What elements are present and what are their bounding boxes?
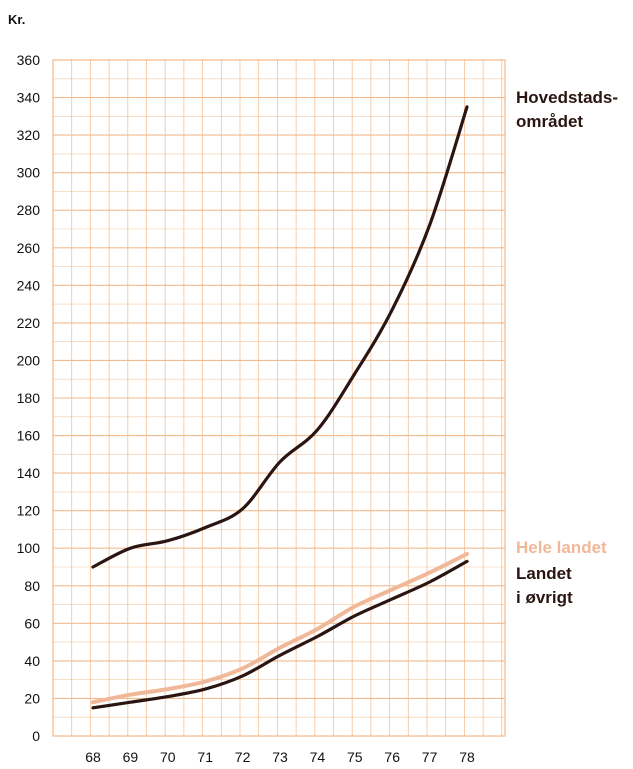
grid <box>52 59 506 737</box>
y-tick-label: 200 <box>17 352 41 368</box>
y-tick-label: 40 <box>24 653 40 669</box>
y-tick-label: 240 <box>17 277 41 293</box>
series-lines <box>91 105 469 710</box>
y-tick-label: 80 <box>24 578 40 594</box>
x-tick-label: 72 <box>235 749 251 764</box>
y-tick-label: 180 <box>17 390 41 406</box>
series-label-line: Hele landet <box>516 538 607 557</box>
series-label-line: området <box>516 112 584 131</box>
y-tick-label: 20 <box>24 690 40 706</box>
y-axis-unit-label: Kr. <box>8 12 26 27</box>
y-tick-label: 260 <box>17 240 41 256</box>
y-tick-label: 300 <box>17 165 41 181</box>
plot-frame <box>52 59 506 737</box>
y-tick-label: 280 <box>17 202 41 218</box>
series-line-hovedstadsomradet <box>91 105 469 569</box>
series-label-landet-i-ovrigt: Landet i øvrigt <box>516 562 573 610</box>
x-tick-label: 75 <box>347 749 363 764</box>
y-tick-label: 320 <box>17 127 41 143</box>
y-tick-label: 100 <box>17 540 41 556</box>
axis-ticks: 0 20 40 60 80 100 120 140 160 180 200 220 240 260 280 3… <box>17 52 475 765</box>
series-label-hovedstadsomradet: Hovedstads- området <box>516 86 618 134</box>
y-tick-label: 0 <box>32 728 40 744</box>
y-tick-label: 60 <box>24 615 40 631</box>
x-tick-label: 76 <box>384 749 400 764</box>
x-tick-label: 78 <box>459 749 475 764</box>
x-tick-label: 74 <box>310 749 326 764</box>
x-tick-label: 69 <box>123 749 139 764</box>
x-tick-label: 71 <box>197 749 213 764</box>
y-tick-label: 220 <box>17 315 41 331</box>
series-label-line: Hovedstads- <box>516 88 619 107</box>
y-tick-label: 340 <box>17 90 41 106</box>
y-tick-label: 120 <box>17 503 41 519</box>
series-label-line: i øvrigt <box>516 588 573 607</box>
x-tick-label: 68 <box>85 749 101 764</box>
y-tick-label: 160 <box>17 428 41 444</box>
x-tick-label: 73 <box>272 749 288 764</box>
series-line-landet-i-ovrigt <box>91 559 469 710</box>
x-tick-label: 77 <box>422 749 438 764</box>
series-label-hele-landet: Hele landet <box>516 536 607 560</box>
x-tick-label: 70 <box>160 749 176 764</box>
series-label-line: Landet <box>516 564 572 583</box>
series-line-hele-landet <box>91 551 469 705</box>
y-tick-label: 360 <box>17 52 41 68</box>
y-tick-label: 140 <box>17 465 41 481</box>
